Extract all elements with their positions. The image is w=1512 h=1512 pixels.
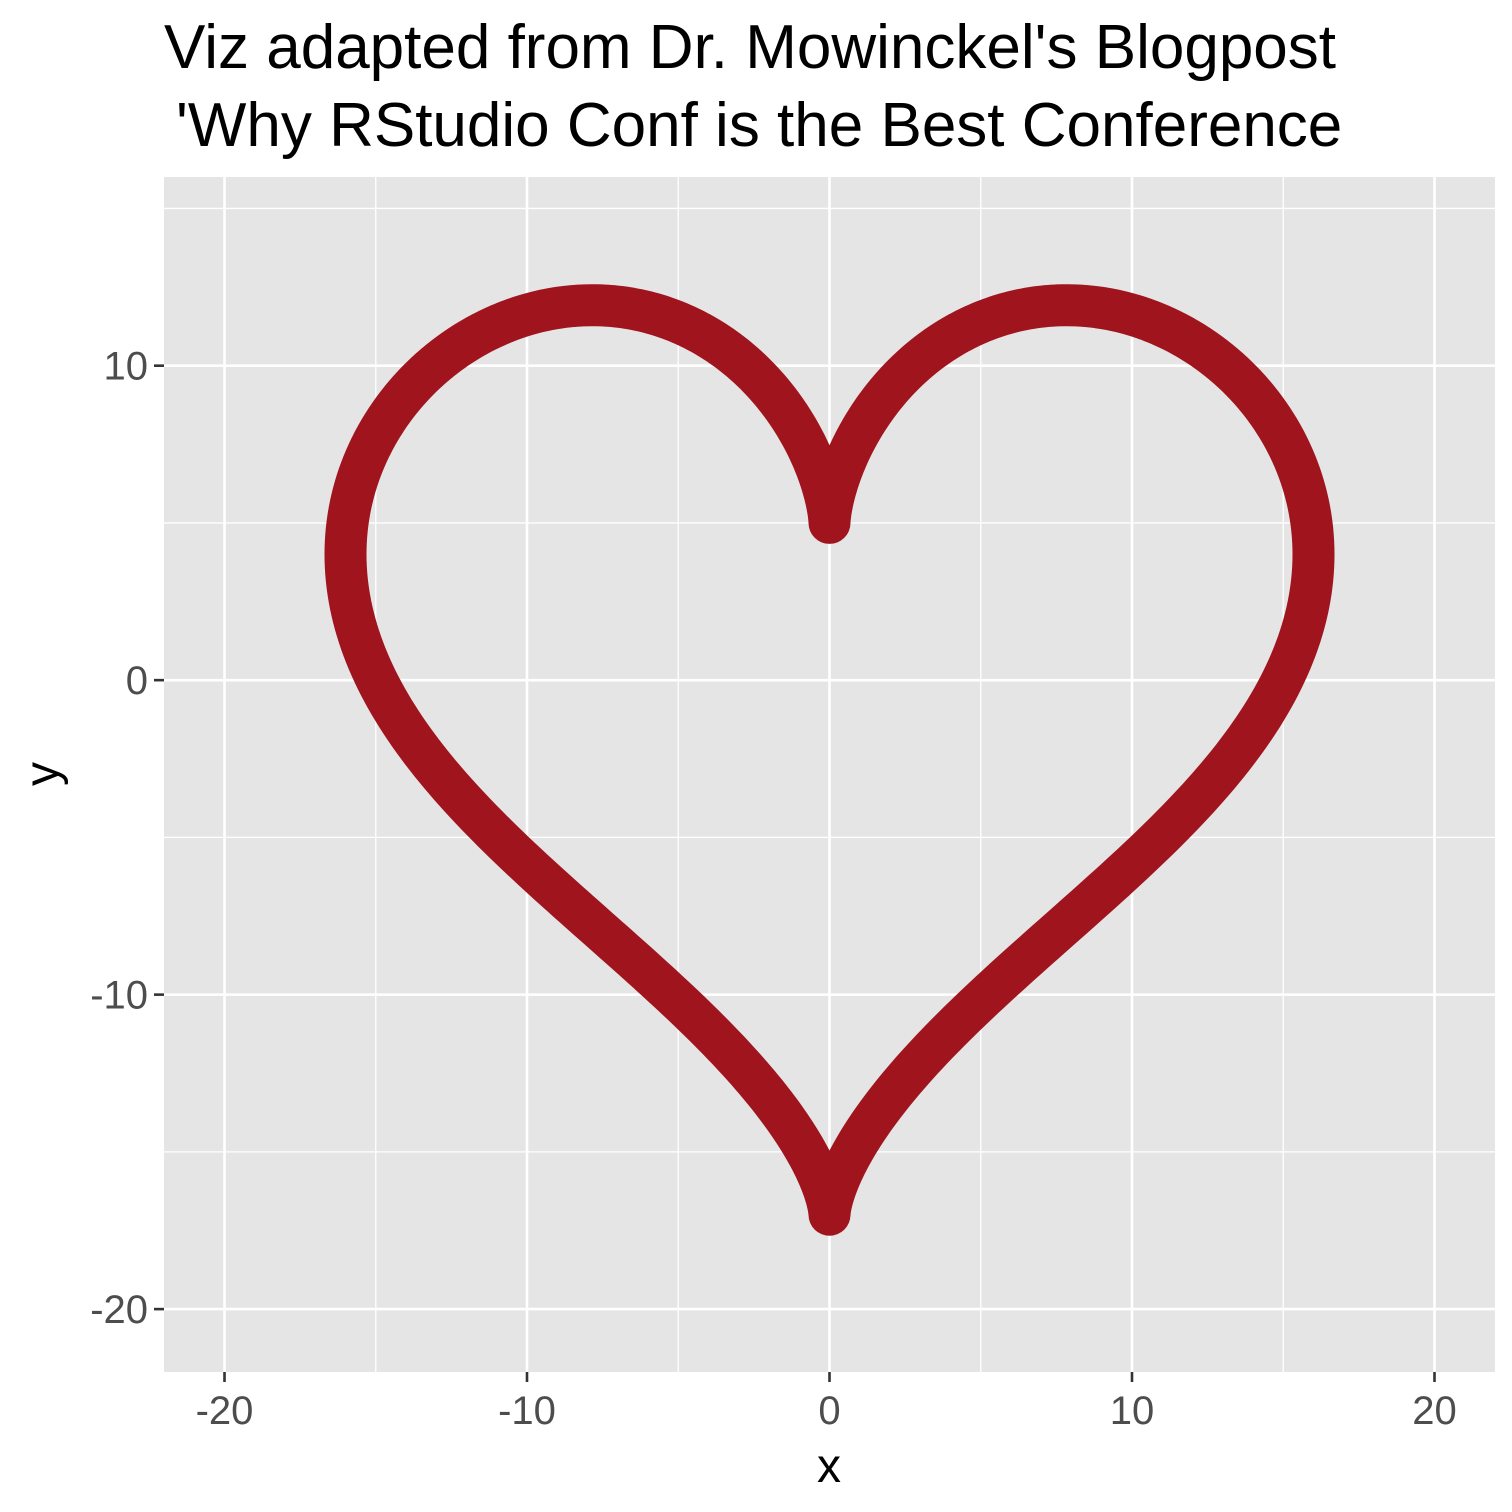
x-axis-ticks: -20 -10 0 10 20 (196, 1372, 1457, 1433)
y-tick-label: -10 (90, 974, 148, 1018)
x-tick-label: 0 (818, 1389, 840, 1433)
chart-title-line-2: 'Why RStudio Conf is the Best Conference (176, 91, 1342, 160)
y-axis-ticks: -20 -10 0 10 (90, 345, 164, 1332)
x-tick-label: -20 (196, 1389, 254, 1433)
x-tick-label: -10 (498, 1389, 556, 1433)
heart-curve-line (324, 284, 1335, 1236)
y-tick-label: 0 (126, 659, 148, 703)
chart-title-line-1: Viz adapted from Dr. Mowinckel's Blogpos… (164, 13, 1336, 82)
x-axis-title: x (817, 1440, 841, 1493)
y-tick-label: -20 (90, 1288, 148, 1332)
x-tick-label: 10 (1110, 1389, 1155, 1433)
x-tick-label: 20 (1412, 1389, 1457, 1433)
y-tick-label: 10 (104, 345, 149, 389)
y-axis-title: y (16, 762, 69, 786)
